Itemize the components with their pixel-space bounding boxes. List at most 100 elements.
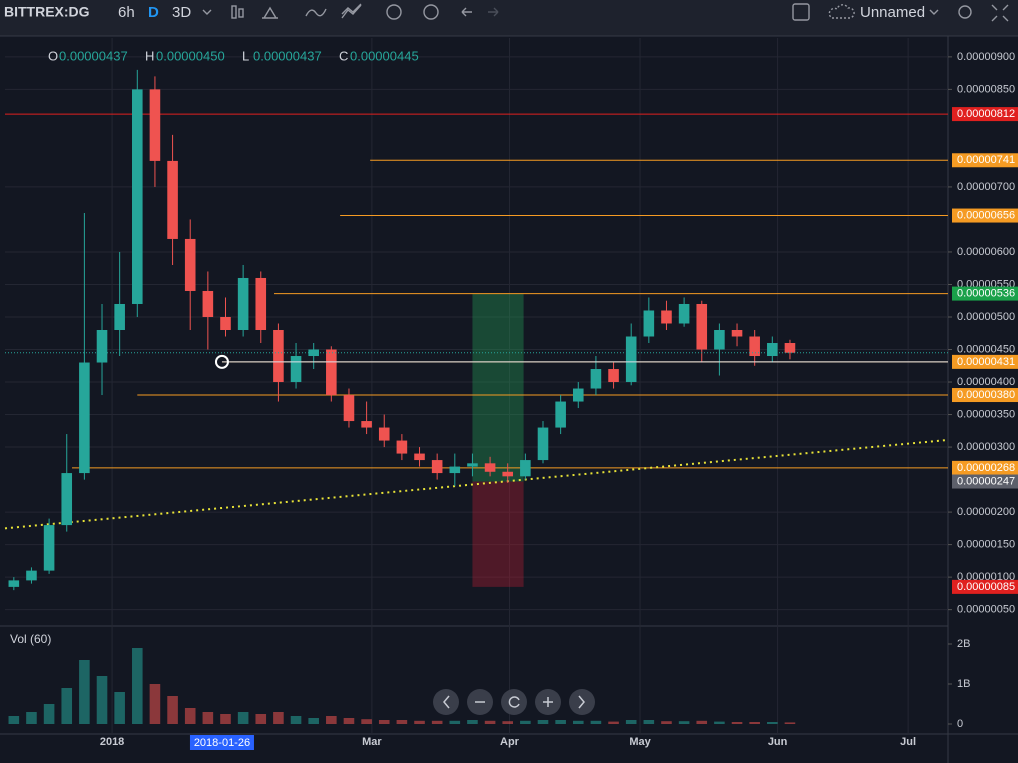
stop-label: 0.00000085 xyxy=(957,581,1015,593)
candle-body xyxy=(308,349,319,357)
reset-button[interactable] xyxy=(501,689,527,715)
candle-body xyxy=(255,277,267,330)
volume-bar xyxy=(308,718,319,724)
navigation-buttons xyxy=(433,689,595,715)
y-tick-label: 0.00000300 xyxy=(957,441,1015,453)
icon xyxy=(443,695,450,709)
y-tick-label: 0.00000900 xyxy=(957,51,1015,63)
template-icon[interactable] xyxy=(341,3,362,19)
y-tick-label: 0.00000500 xyxy=(957,311,1015,323)
x-tick-label: 2018 xyxy=(100,736,124,748)
volume-bar xyxy=(8,716,20,724)
volume-bar xyxy=(361,719,372,724)
candle-body xyxy=(8,580,20,587)
candle-body xyxy=(678,303,690,324)
fullscreen-icon[interactable] xyxy=(991,4,1009,22)
scroll-left-button[interactable] xyxy=(433,689,459,715)
candle-body xyxy=(184,238,196,291)
volume-bar xyxy=(467,720,478,724)
volume-label: Vol (60) xyxy=(10,632,51,646)
volume-bar xyxy=(396,720,408,724)
volume-bar xyxy=(79,660,90,724)
interval[interactable]: 3D xyxy=(172,4,191,21)
candle-body xyxy=(731,330,743,337)
volume-tick-label: 2B xyxy=(957,638,970,650)
scroll-right-button[interactable] xyxy=(569,689,595,715)
legend-value: 0.00000437 xyxy=(59,48,128,63)
volume-bar xyxy=(149,684,161,724)
volume-bar xyxy=(273,712,284,724)
redo-icon[interactable] xyxy=(488,7,499,17)
level-label: 0.00000656 xyxy=(957,209,1015,221)
x-tick-label: Jul xyxy=(900,736,916,748)
candle-body xyxy=(767,343,778,357)
volume-bar xyxy=(449,720,461,724)
y-tick-label: 0.00000200 xyxy=(957,506,1015,518)
y-tick-label: 0.00000450 xyxy=(957,343,1015,355)
layout-menu[interactable] xyxy=(929,9,939,15)
x-tick-label: May xyxy=(629,736,651,748)
layout-icon[interactable] xyxy=(792,3,810,21)
interval-menu[interactable] xyxy=(202,9,212,15)
x-tick-label: Mar xyxy=(362,736,382,748)
volume-bar xyxy=(167,696,178,724)
candle-body xyxy=(61,473,73,526)
level-label: 0.00000431 xyxy=(957,356,1015,368)
candle-body xyxy=(361,421,372,428)
alert-icon[interactable] xyxy=(386,4,402,20)
candle-body xyxy=(625,336,637,383)
undo-icon[interactable] xyxy=(461,7,472,17)
replay-icon[interactable] xyxy=(423,4,439,20)
interval[interactable]: 6h xyxy=(118,4,135,21)
candle-body xyxy=(696,303,708,350)
volume-bar xyxy=(678,721,690,724)
candles-icon[interactable] xyxy=(238,8,244,18)
candle-body xyxy=(449,466,461,474)
volume-bar xyxy=(784,722,796,724)
candle-body xyxy=(572,388,584,402)
candle-body xyxy=(396,440,408,454)
y-tick-label: 0.00000050 xyxy=(957,604,1015,616)
candle-body xyxy=(167,160,178,239)
candle-body xyxy=(220,316,231,330)
volume-bar xyxy=(237,712,249,724)
candle-body xyxy=(79,362,90,474)
settings-icon[interactable] xyxy=(958,5,972,19)
loss-zone xyxy=(472,481,524,587)
crosshair-time-label: 2018-01-26 xyxy=(194,737,250,749)
legend-value: 0.00000437 xyxy=(253,48,322,63)
candle-body xyxy=(237,277,249,330)
x-tick-label: Jun xyxy=(768,736,788,748)
profit-zone xyxy=(472,293,524,482)
volume-bar xyxy=(96,676,108,724)
candle-body xyxy=(590,369,602,389)
y-tick-label: 0.00000150 xyxy=(957,539,1015,551)
level-label-box xyxy=(952,208,1018,223)
candle-body xyxy=(520,460,531,477)
candle-body xyxy=(43,525,55,571)
legend-value: 0.00000445 xyxy=(350,48,419,63)
candle-body xyxy=(608,369,619,383)
candle-body xyxy=(202,290,214,317)
indicator-icon[interactable] xyxy=(262,6,278,19)
candle-body xyxy=(643,310,655,337)
level-label-box xyxy=(952,107,1018,122)
symbol[interactable]: BITTREX:DG xyxy=(4,4,90,20)
volume-bar xyxy=(714,721,725,724)
interval[interactable]: D xyxy=(148,4,159,21)
level-label: 0.00000812 xyxy=(957,108,1015,120)
entry-label-box xyxy=(952,474,1018,489)
toolbar-icons[interactable] xyxy=(231,3,1009,22)
candle-body xyxy=(114,303,125,330)
candles-icon[interactable] xyxy=(231,5,237,19)
target-label: 0.00000536 xyxy=(957,287,1015,299)
volume-bar xyxy=(290,716,302,724)
layout-name[interactable]: Unnamed xyxy=(860,4,925,21)
volume-bar xyxy=(643,720,655,724)
volume-bar xyxy=(61,688,73,724)
icon xyxy=(578,695,585,709)
candle-body xyxy=(749,336,760,357)
volume-bar xyxy=(696,720,708,724)
compare-icon[interactable] xyxy=(305,8,327,17)
